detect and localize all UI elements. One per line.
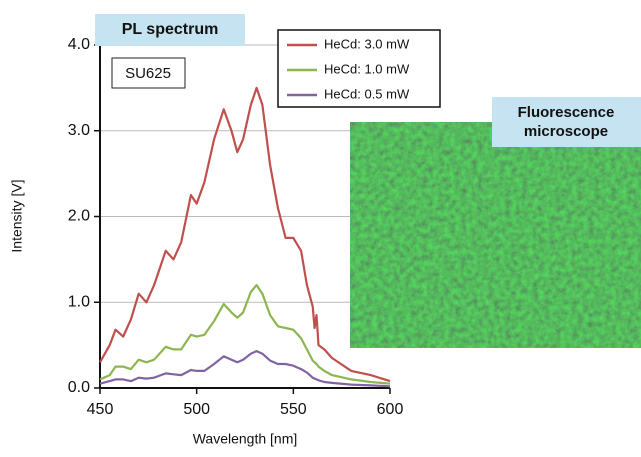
series-line: [99, 350, 391, 388]
title-box: [95, 14, 245, 46]
legend-label: HeCd: 0.5 mW: [324, 86, 410, 101]
y-axis-label: Intensity [V]: [9, 179, 25, 252]
plot-area: 0.0 1.0 2.0 3.0 4.0 450 500 550 600: [68, 36, 404, 418]
y-tick-label: 2.0: [68, 208, 90, 225]
microscope-image: [350, 122, 641, 348]
chart-title: PL spectrum: [122, 21, 219, 38]
x-tick-label: 500: [183, 401, 210, 418]
inset-label-box: [492, 97, 641, 147]
x-tick-label: 550: [280, 401, 307, 418]
chart-subtitle: SU625: [125, 65, 171, 82]
x-tick-label: 600: [377, 401, 404, 418]
sample-box: [111, 57, 186, 89]
y-tick-label: 3.0: [68, 122, 90, 139]
x-axis-label: Wavelength [nm]: [193, 431, 298, 447]
legend: HeCd: 3.0 mW HeCd: 1.0 mW HeCd: 0.5 mW: [277, 29, 441, 108]
y-tick-label: 0.0: [68, 379, 90, 396]
y-tick-label: 4.0: [68, 36, 90, 53]
series-line: [99, 86, 391, 383]
inset-label: Fluorescence: [518, 104, 615, 121]
series-line: [99, 284, 391, 385]
image-texture: [350, 122, 641, 348]
y-tick-label: 1.0: [68, 293, 90, 310]
inset-label: microscope: [524, 123, 608, 140]
x-tick-label: 450: [87, 401, 114, 418]
legend-label: HeCd: 1.0 mW: [324, 61, 410, 76]
legend-label: HeCd: 3.0 mW: [324, 36, 410, 51]
